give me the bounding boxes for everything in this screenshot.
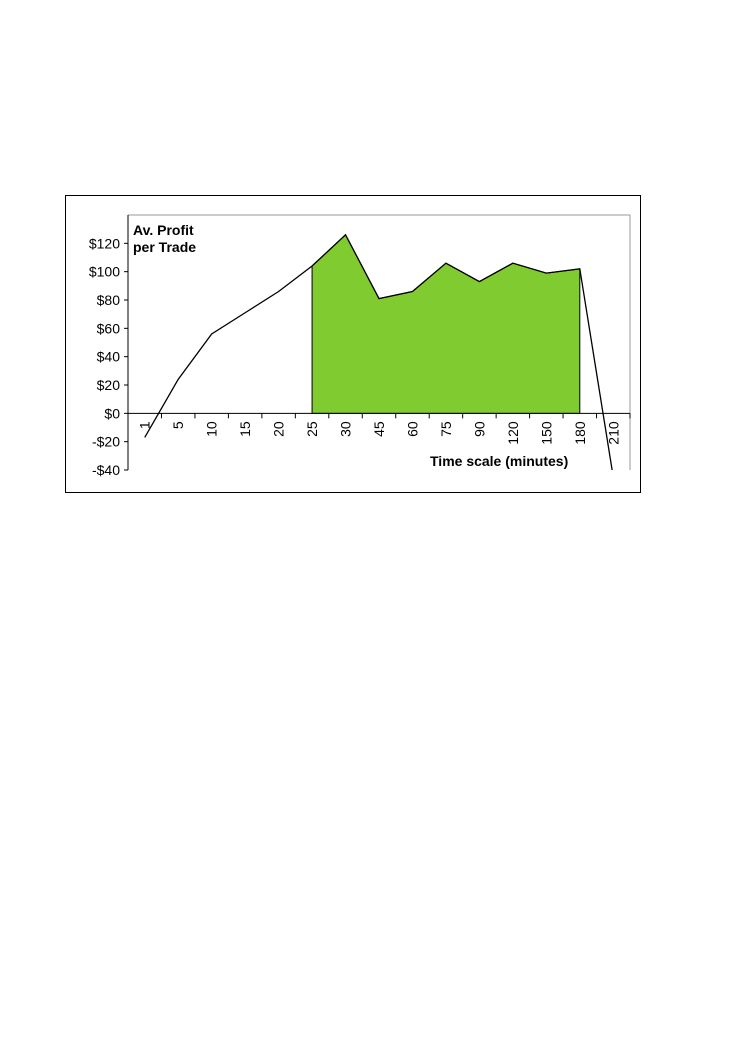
x-axis-title: Time scale (minutes) <box>430 453 568 469</box>
line <box>144 233 613 470</box>
x-tick-label: 45 <box>371 421 387 437</box>
x-tick-label: 60 <box>404 421 420 437</box>
x-tick-label: 5 <box>170 421 186 429</box>
x-tick-label: 90 <box>471 421 487 437</box>
x-tick-label: 1 <box>137 421 153 429</box>
y-tick-label: $120 <box>89 235 120 251</box>
x-tick-label: 150 <box>538 421 554 445</box>
x-tick-label: 75 <box>438 421 454 437</box>
x-tick-label: 210 <box>605 421 621 445</box>
y-tick-label: -$20 <box>92 434 120 450</box>
x-tick-label: 180 <box>572 421 588 445</box>
x-tick-label: 10 <box>204 421 220 437</box>
y-tick-label: $40 <box>97 349 121 365</box>
y-tick-label: -$40 <box>92 462 120 478</box>
y-tick-label: $60 <box>97 320 121 336</box>
x-tick-label: 15 <box>237 421 253 437</box>
y-axis-title: Av. Profit per Trade <box>133 222 197 255</box>
y-tick-label: $100 <box>89 264 120 280</box>
area <box>311 234 581 414</box>
x-tick-label: 120 <box>505 421 521 445</box>
y-tick-label: $20 <box>97 377 121 393</box>
y-tick-label: $0 <box>104 405 120 421</box>
x-tick-label: 20 <box>271 421 287 437</box>
x-tick-label: 30 <box>338 421 354 437</box>
chart-frame <box>65 195 641 493</box>
plot-area <box>144 233 613 470</box>
y-tick-label: $80 <box>97 292 121 308</box>
x-tick-label: 25 <box>304 421 320 437</box>
plot-border <box>128 214 631 470</box>
